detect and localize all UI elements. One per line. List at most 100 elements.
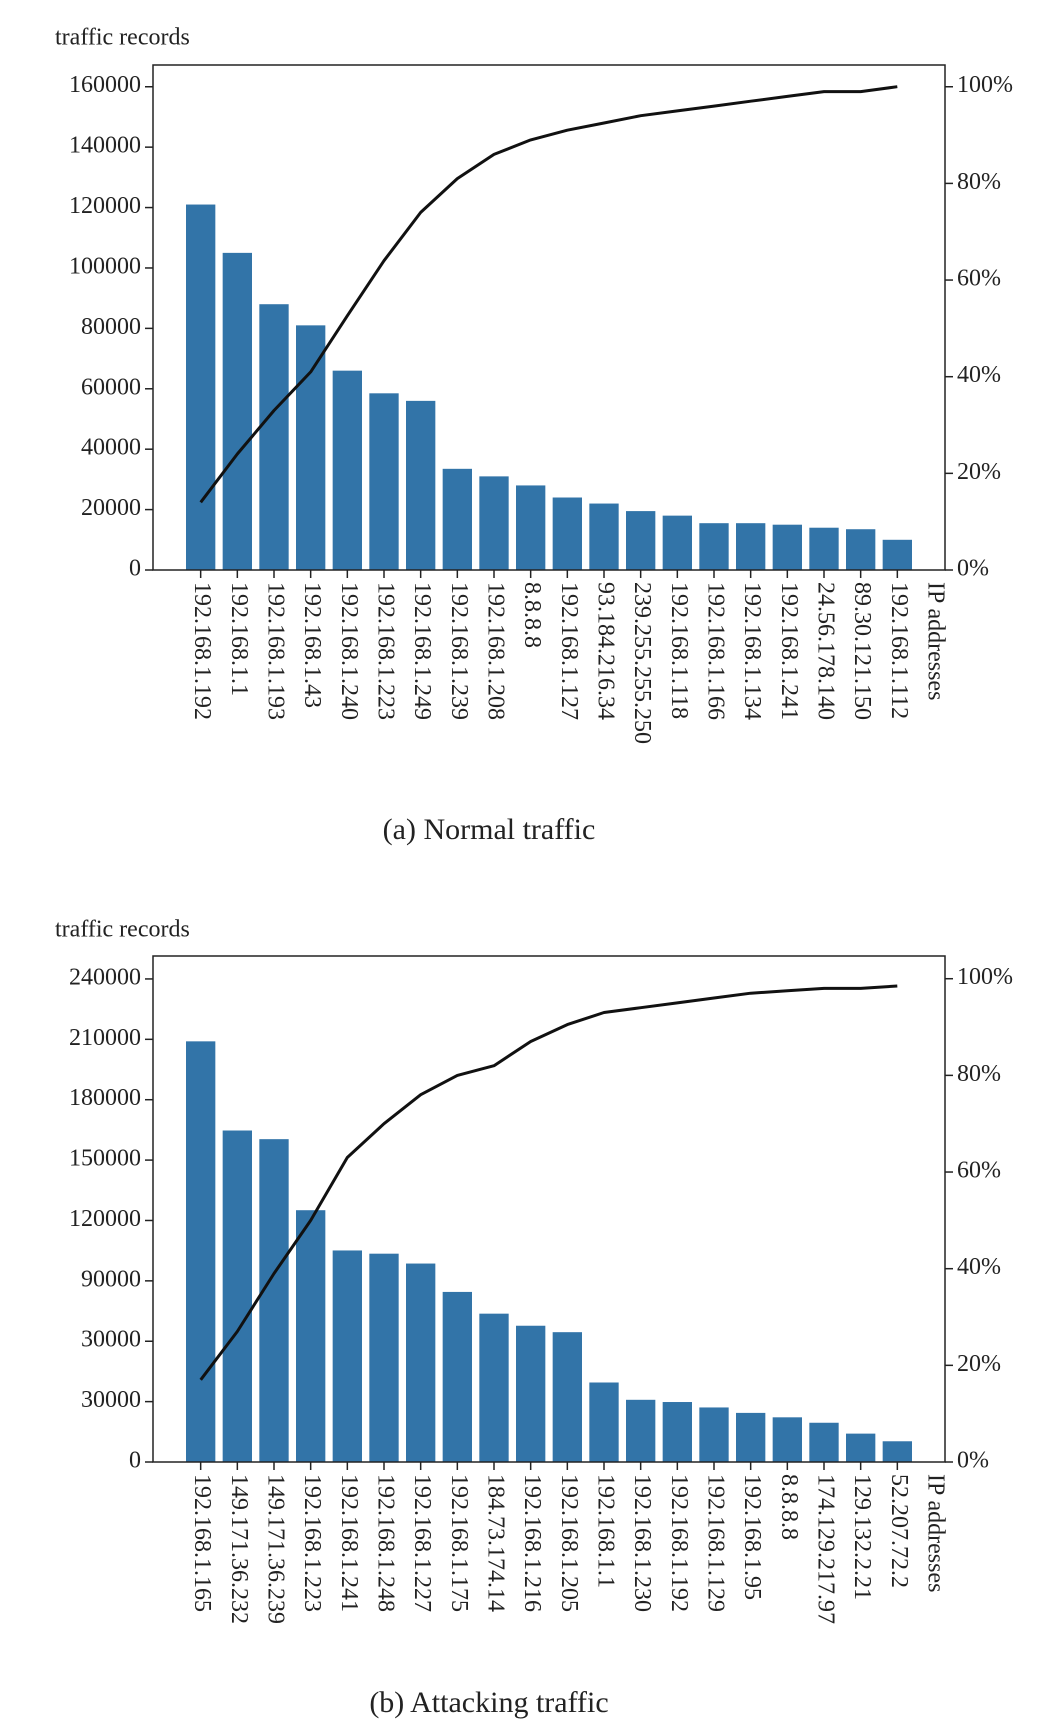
x-tick-label: 192.168.1.118 — [666, 582, 692, 719]
chart-title: (a) Normal traffic — [383, 813, 596, 846]
bar — [406, 400, 436, 570]
x-tick-label: 192.168.1.192 — [189, 582, 215, 720]
bar — [772, 1417, 802, 1462]
x-tick-label: 192.168.1.1 — [226, 582, 252, 696]
bar — [296, 325, 326, 570]
x-tick-label: 239.255.255.250 — [629, 582, 655, 744]
y-tick-label: 40000 — [81, 435, 141, 461]
x-tick-label: 52.207.72.2 — [886, 1474, 912, 1588]
bar — [772, 524, 802, 570]
y-tick-label: 0 — [129, 556, 141, 582]
x-tick-label: 192.168.1.241 — [336, 1474, 362, 1612]
y-tick-label: 30000 — [81, 1387, 141, 1413]
x-tick-label: 129.132.2.21 — [849, 1474, 875, 1600]
bar — [626, 511, 656, 570]
x-tick-label: 192.168.1.223 — [299, 1474, 325, 1612]
x-tick-label: 174.129.217.97 — [812, 1474, 838, 1624]
y2-tick-label: 60% — [957, 1158, 1001, 1184]
bar — [479, 476, 509, 570]
bar — [332, 1250, 362, 1462]
plot-frame — [152, 955, 946, 1463]
bar — [662, 515, 692, 570]
x-tick-label: 93.184.216.34 — [592, 582, 618, 720]
y-tick-label: 90000 — [81, 1266, 141, 1292]
y-tick-label: 180000 — [69, 1085, 141, 1111]
x-tick-label: 192.168.1.129 — [702, 1474, 728, 1612]
bar — [699, 1407, 729, 1462]
x-tick-label: 192.168.1.216 — [519, 1474, 545, 1612]
bar — [809, 527, 839, 570]
y-tick-label: 20000 — [81, 495, 141, 521]
x-tick-label: 149.171.36.239 — [262, 1474, 288, 1624]
cumulative-line — [199, 85, 898, 504]
bar — [222, 252, 252, 570]
x-tick-label: 192.168.1.193 — [262, 582, 288, 720]
y-axis-label: traffic records — [55, 917, 190, 943]
x-tick-label: 24.56.178.140 — [812, 582, 838, 720]
x-tick-label: 149.171.36.232 — [226, 1474, 252, 1624]
x-tick-label: 192.168.1.205 — [556, 1474, 582, 1612]
bar — [552, 497, 582, 570]
y2-tick-label: 80% — [957, 169, 1001, 195]
y-tick-label: 120000 — [69, 1206, 141, 1232]
y2-tick-label: 80% — [957, 1061, 1001, 1087]
y-tick-label: 60000 — [81, 374, 141, 400]
bar — [369, 1253, 399, 1462]
bar — [369, 393, 399, 570]
bar — [662, 1402, 692, 1462]
x-tick-label: 192.168.1.95 — [739, 1474, 765, 1600]
x-tick-label: 192.168.1.208 — [482, 582, 508, 720]
bar — [552, 1332, 582, 1462]
x-axis-label: IP addresses — [922, 582, 948, 700]
y2-tick-label: 100% — [957, 964, 1013, 990]
bar — [626, 1399, 656, 1462]
bar — [259, 304, 289, 570]
bar — [882, 539, 912, 570]
y-tick-label: 210000 — [69, 1025, 141, 1051]
bar — [332, 370, 362, 570]
bar — [516, 485, 546, 570]
cumulative-line — [199, 984, 898, 1381]
y2-tick-label: 40% — [957, 362, 1001, 388]
x-tick-label: 89.30.121.150 — [849, 582, 875, 720]
x-tick-label: 192.168.1.249 — [409, 582, 435, 720]
y2-tick-label: 100% — [957, 72, 1013, 98]
bar — [516, 1325, 546, 1462]
x-tick-label: 192.168.1.227 — [409, 1474, 435, 1612]
y-tick-label: 150000 — [69, 1146, 141, 1172]
x-tick-label: 192.168.1.112 — [886, 582, 912, 719]
bar — [222, 1130, 252, 1462]
x-tick-label: 184.73.174.14 — [482, 1474, 508, 1612]
bar — [846, 1433, 876, 1462]
bar — [442, 1291, 472, 1462]
y-tick-label: 140000 — [69, 133, 141, 159]
bar — [589, 1382, 619, 1462]
plot-frame — [152, 64, 946, 571]
bar — [846, 529, 876, 570]
bar — [736, 523, 766, 570]
x-axis-label: IP addresses — [922, 1474, 948, 1592]
y2-tick-label: 60% — [957, 266, 1001, 292]
y-axis-label: traffic records — [55, 25, 190, 51]
bar — [699, 523, 729, 570]
x-tick-label: 192.168.1.127 — [556, 582, 582, 720]
x-tick-label: 192.168.1.230 — [629, 1474, 655, 1612]
y-tick-label: 120000 — [69, 193, 141, 219]
bar — [259, 1139, 289, 1462]
x-tick-label: 192.168.1.134 — [739, 582, 765, 720]
bar — [186, 1041, 216, 1462]
y2-tick-label: 0% — [957, 1448, 989, 1474]
bar — [589, 503, 619, 570]
bar — [406, 1263, 436, 1462]
x-tick-label: 192.168.1.192 — [666, 1474, 692, 1612]
bar — [809, 1422, 839, 1462]
x-tick-label: 192.168.1.43 — [299, 582, 325, 708]
chart-title: (b) Attacking traffic — [369, 1686, 608, 1719]
y-tick-label: 160000 — [69, 72, 141, 98]
x-tick-label: 8.8.8.8 — [519, 582, 545, 648]
x-tick-label: 192.168.1.1 — [592, 1474, 618, 1588]
bar — [736, 1412, 766, 1462]
y2-tick-label: 0% — [957, 556, 989, 582]
x-tick-label: 192.168.1.248 — [372, 1474, 398, 1612]
